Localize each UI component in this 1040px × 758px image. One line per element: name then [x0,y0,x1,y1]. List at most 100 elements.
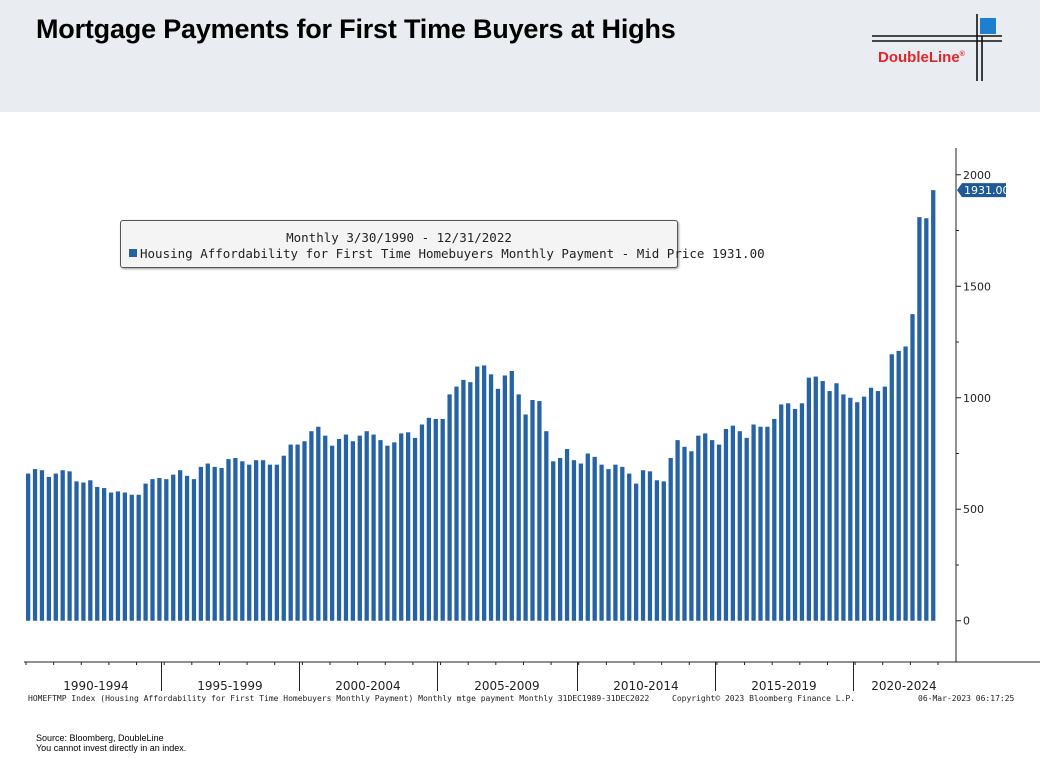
y-tick-label: 1500 [963,280,991,293]
bar [537,401,542,621]
x-tick-label: 2000-2004 [335,679,400,693]
bar [875,391,881,621]
bar [378,440,383,621]
bar [571,460,577,621]
bar [502,375,508,621]
bar [32,469,38,621]
source-line: Source: Bloomberg, DoubleLine [36,733,164,743]
last-value-label: 1931.00 [964,184,1010,197]
bar [385,445,390,621]
bar-chart: 0 500 1000 1500 2000 1931.00 1990-1994 1995-199… [24,148,1040,693]
bar [868,387,874,621]
disclaimer-line: You cannot invest directly in an index. [36,743,187,753]
bar [426,417,432,621]
bar [336,439,342,621]
bar [896,350,901,621]
bar [295,444,300,621]
bar [205,463,210,621]
bar [903,346,908,621]
bar [274,464,280,621]
bar [247,464,252,621]
bar [523,414,528,621]
y-tick-label: 0 [963,615,970,628]
bar [212,466,217,621]
last-value-tag-shape [957,183,1006,198]
bar [675,440,680,621]
bar [53,473,58,621]
bar [834,383,839,621]
bar [606,469,611,621]
bar [343,434,349,621]
bar [26,473,31,621]
bar [730,425,736,621]
doubleline-logo: DoubleLine® [872,14,1012,84]
bar [129,494,134,621]
bar [855,402,860,621]
bar [46,476,52,621]
x-tick-label: 2020-2024 [871,679,936,693]
bar [779,404,784,621]
x-tick-label: 2010-2014 [613,679,678,693]
bar [564,449,570,621]
logo-blue-square [980,18,996,34]
bar [723,428,729,621]
slide-title: Mortgage Payments for First Time Buyers … [36,14,676,44]
bar [765,426,770,621]
bar [399,433,404,621]
bar [792,408,798,621]
bar [744,437,749,621]
bar [613,464,618,621]
bar [67,471,72,621]
bar [143,483,148,621]
bar [910,314,915,621]
bar [682,446,687,621]
bar [309,431,314,621]
bar [164,479,169,621]
bar [60,470,65,621]
bar [102,488,107,621]
bar [240,461,245,621]
y-tick-label: 500 [963,503,984,516]
bar [323,435,328,621]
bar [392,442,397,621]
bar [578,463,584,621]
bar [350,441,356,621]
source-note: Source: Bloomberg, DoubleLine You cannot… [36,733,186,753]
bar [751,424,756,621]
bar [482,365,487,621]
bar [302,441,307,621]
bar [551,461,556,621]
bar [74,481,79,621]
bar [233,457,238,621]
x-tick-label: 2005-2009 [474,679,539,693]
bar [488,374,494,621]
bar [882,386,888,621]
bar [406,432,411,621]
bar [108,492,114,621]
bar [412,437,418,621]
bar [454,386,459,621]
legend-entry: Housing Affordability for First Time Hom… [129,246,765,261]
bar [544,431,549,621]
bar [122,492,128,621]
logo-text: DoubleLine [878,49,960,66]
bar [95,486,100,621]
bar [447,394,452,621]
bar [786,403,791,621]
y-tick-label: 2000 [963,169,991,182]
bar [330,445,335,621]
bar [661,481,666,621]
bar [461,379,466,621]
bar [178,470,183,621]
bar [689,451,694,621]
bar [157,478,162,621]
legend-swatch [129,249,137,257]
bar [39,470,45,621]
bar [433,418,438,621]
bar [710,440,715,621]
bar [924,218,929,621]
logo-wordmark: DoubleLine® [878,49,965,66]
bar [917,217,922,621]
bar [592,456,597,621]
bar [813,376,818,621]
